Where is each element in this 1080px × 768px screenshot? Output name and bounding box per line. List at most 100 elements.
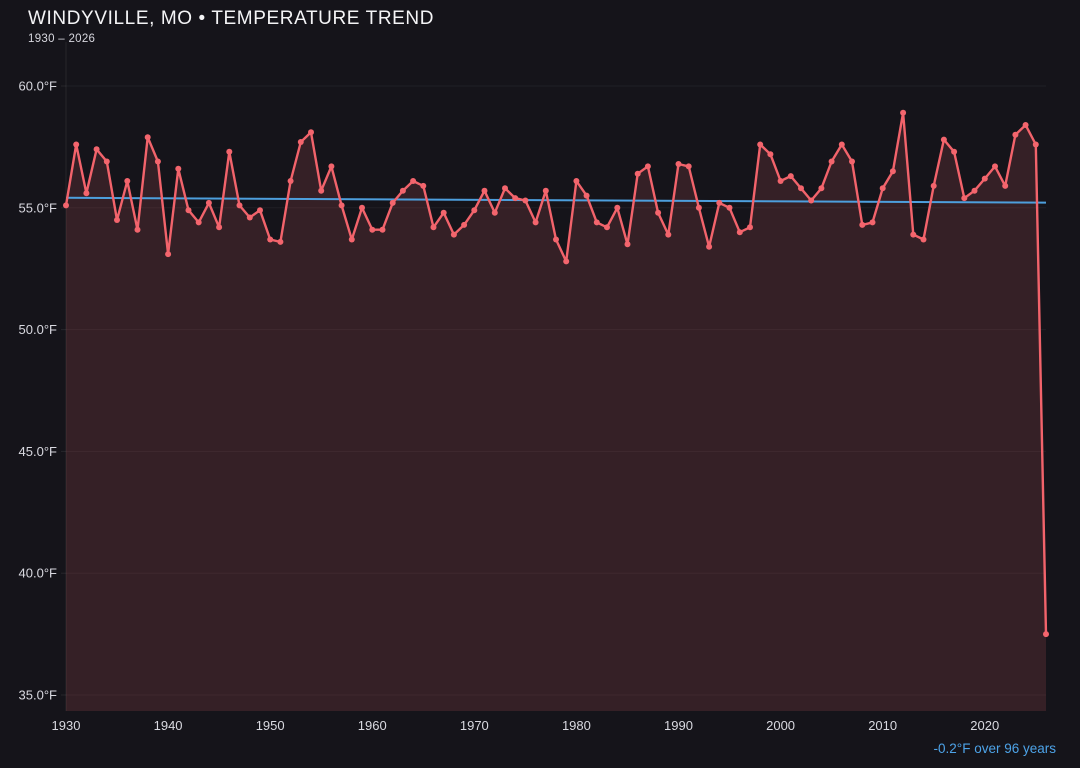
- data-point: [410, 178, 417, 184]
- x-tick-label: 1970: [460, 718, 489, 733]
- data-point: [481, 187, 488, 194]
- x-tick-label: 2020: [970, 718, 999, 733]
- data-point: [1043, 631, 1049, 638]
- data-point: [195, 219, 202, 226]
- data-point: [267, 236, 274, 243]
- data-point: [297, 139, 304, 145]
- data-point: [287, 178, 294, 184]
- data-point: [726, 204, 733, 211]
- data-point: [399, 187, 406, 194]
- data-point: [308, 129, 314, 136]
- data-point: [583, 192, 590, 199]
- data-point: [828, 158, 835, 165]
- data-point: [348, 236, 355, 243]
- x-tick-label: 1940: [154, 718, 183, 733]
- data-point: [512, 195, 519, 202]
- data-point: [900, 109, 907, 116]
- data-point: [777, 178, 784, 184]
- data-point: [563, 258, 570, 265]
- data-point: [502, 185, 508, 192]
- data-point: [940, 136, 947, 143]
- data-point: [134, 226, 141, 233]
- data-point: [246, 214, 253, 221]
- data-point: [604, 224, 610, 231]
- data-point: [461, 221, 468, 228]
- data-point: [103, 158, 110, 165]
- data-point: [1002, 182, 1009, 189]
- data-point: [175, 165, 182, 172]
- data-point: [236, 202, 243, 209]
- x-tick-label: 2000: [766, 718, 795, 733]
- data-point: [757, 141, 764, 148]
- chart-header: WINDYVILLE, MO • TEMPERATURE TREND 1930 …: [28, 8, 434, 45]
- data-point: [1022, 122, 1029, 128]
- data-point: [879, 185, 886, 192]
- y-tick-label: 40.0°F: [19, 566, 58, 581]
- data-point: [205, 199, 212, 206]
- data-point: [573, 178, 580, 184]
- y-tick-label: 35.0°F: [19, 688, 58, 703]
- data-point: [277, 238, 284, 245]
- data-point: [63, 202, 69, 209]
- data-point: [685, 163, 692, 170]
- data-point: [165, 251, 172, 258]
- data-point: [216, 224, 223, 231]
- data-point: [910, 231, 917, 238]
- data-point: [379, 226, 386, 233]
- data-point: [1012, 131, 1019, 138]
- data-point: [318, 187, 325, 194]
- data-point: [93, 146, 100, 153]
- data-point: [665, 231, 672, 238]
- data-point: [553, 236, 559, 243]
- data-point: [838, 141, 845, 148]
- data-point: [359, 204, 365, 211]
- data-point: [808, 197, 815, 204]
- data-point: [491, 209, 498, 216]
- data-point: [257, 207, 263, 214]
- data-point: [889, 168, 896, 175]
- data-point: [542, 187, 549, 194]
- data-point: [226, 148, 233, 155]
- data-point: [767, 151, 774, 158]
- data-point: [73, 141, 80, 148]
- chart-title: WINDYVILLE, MO • TEMPERATURE TREND: [28, 8, 435, 29]
- data-point: [624, 241, 631, 248]
- data-point: [930, 182, 937, 189]
- data-point: [1032, 141, 1039, 148]
- data-point: [655, 209, 662, 216]
- data-point: [736, 229, 743, 236]
- data-point: [920, 236, 927, 243]
- data-point: [634, 170, 641, 177]
- data-point: [787, 173, 794, 180]
- x-tick-label: 1930: [52, 718, 81, 733]
- data-point: [716, 199, 723, 206]
- data-point: [389, 199, 396, 206]
- data-point: [644, 163, 651, 170]
- data-point: [818, 185, 825, 192]
- chart-subtitle: 1930 – 2026: [28, 33, 96, 45]
- data-point: [124, 178, 131, 184]
- data-point: [440, 209, 447, 216]
- data-point: [849, 158, 855, 165]
- data-point: [971, 187, 978, 194]
- y-tick-label: 45.0°F: [19, 444, 58, 459]
- data-point: [420, 182, 427, 189]
- trend-line: [65, 196, 1047, 204]
- data-point: [522, 197, 529, 204]
- x-tick-label: 1960: [358, 718, 387, 733]
- data-point: [83, 190, 90, 197]
- data-point: [961, 195, 968, 202]
- trend-annotation: -0.2°F over 96 years: [933, 741, 1056, 756]
- data-point: [471, 207, 478, 214]
- data-point: [430, 224, 437, 231]
- data-point: [114, 217, 120, 223]
- data-point: [338, 202, 345, 209]
- temperature-area-fill: [66, 112, 1046, 712]
- data-point: [869, 219, 876, 226]
- data-point: [593, 219, 600, 226]
- y-tick-label: 60.0°F: [19, 79, 58, 94]
- data-point: [532, 219, 539, 226]
- data-point: [614, 204, 621, 211]
